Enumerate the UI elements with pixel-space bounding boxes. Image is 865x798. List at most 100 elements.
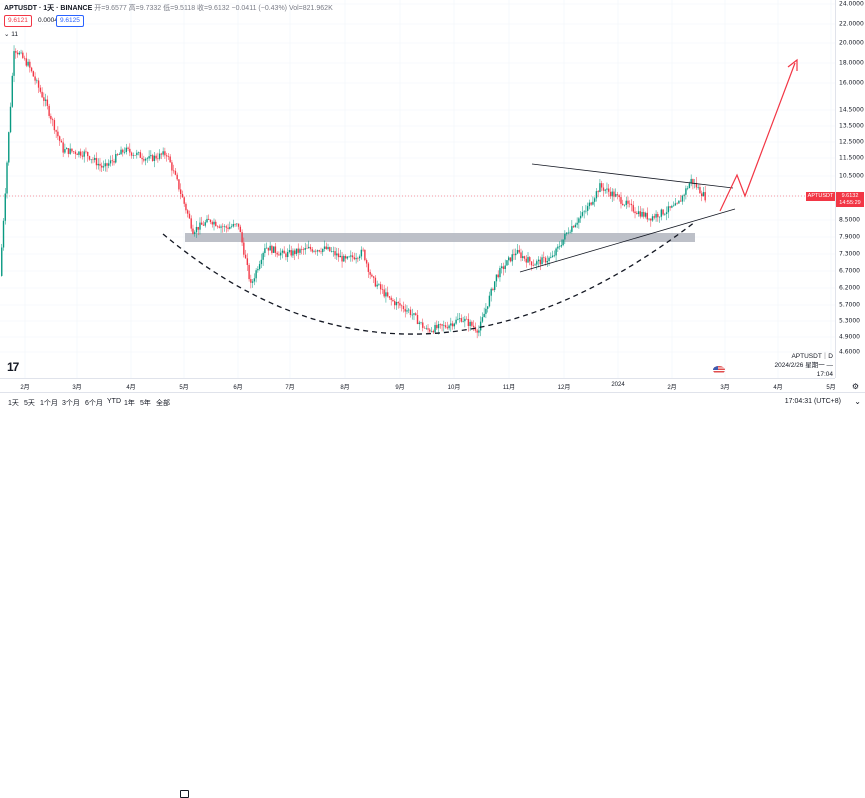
price-tick-label: 18.0000: [839, 59, 864, 67]
projection-arrow[interactable]: [719, 62, 796, 212]
candle-body: [179, 189, 182, 195]
symbol-title[interactable]: APTUSDT · 1天 · BINANCE: [4, 5, 93, 12]
candle-body: [132, 155, 135, 156]
range-button[interactable]: 1个月: [40, 400, 58, 407]
buy-price-button[interactable]: 9.6125: [56, 15, 84, 27]
candle-body: [188, 213, 191, 219]
candle-body: [343, 255, 345, 262]
candle-body: [695, 182, 698, 188]
candle-body: [36, 80, 38, 82]
candlestick-series: [1, 45, 706, 339]
us-flag-icon[interactable]: [713, 366, 725, 374]
range-button[interactable]: 5天: [24, 400, 35, 407]
candle-body: [523, 256, 526, 259]
time-tick-label: 5月: [826, 385, 836, 391]
candle-body: [323, 246, 326, 249]
sell-price-button[interactable]: 9.6121: [4, 15, 32, 27]
candle-body: [371, 274, 373, 277]
candle-body: [232, 224, 235, 227]
clock-readout[interactable]: 17:04:31 (UTC+8): [784, 398, 841, 405]
candle-body: [334, 251, 336, 256]
candle-body: [530, 261, 533, 266]
candle-body: [497, 274, 499, 278]
candle-body: [351, 255, 354, 258]
candle-body: [606, 188, 608, 190]
candle-body: [143, 159, 145, 161]
axis-countdown: 14:55:29: [839, 199, 861, 206]
calendar-icon[interactable]: [180, 790, 189, 798]
candle-body: [199, 222, 201, 230]
candle-body: [616, 194, 619, 196]
candle-body: [453, 323, 456, 327]
candle-body: [78, 151, 80, 155]
range-button[interactable]: 1天: [8, 400, 19, 407]
candle-body: [529, 257, 531, 262]
candle-body: [543, 257, 545, 258]
candle-body: [62, 142, 64, 153]
candle-body: [408, 309, 410, 311]
candle-body: [315, 250, 317, 252]
price-tick-label: 20.0000: [839, 39, 864, 47]
candle-body: [381, 289, 384, 290]
price-tick-label: 5.3000: [839, 317, 860, 325]
candle-body: [555, 248, 557, 256]
candle-body: [425, 328, 427, 329]
range-button[interactable]: 6个月: [85, 400, 103, 407]
gear-icon[interactable]: ⚙: [851, 382, 859, 391]
candle-body: [201, 222, 203, 225]
chart-area[interactable]: APTUSDT · 1天 · BINANCE 开=9.6577 高=9.7332…: [0, 0, 835, 378]
candle-body: [292, 250, 294, 256]
candle-body: [536, 261, 538, 265]
price-axis[interactable]: 24.0000 22.0000 20.0000 18.0000 16.0000 14.50…: [835, 0, 865, 378]
candle-body: [162, 151, 164, 155]
candle-body: [353, 257, 356, 260]
candle-body: [441, 324, 443, 326]
time-axis[interactable]: 2月 3月 4月 5月 6月 7月 8月 9月 10月 11月 12月 2024 2月 3月 4月 5月: [0, 378, 836, 393]
indicator-toggle[interactable]: ⌄ 11: [4, 31, 18, 38]
candle-body: [243, 242, 245, 255]
candle-body: [125, 147, 128, 152]
candle-body: [495, 274, 498, 282]
candle-body: [443, 325, 445, 326]
candle-body: [681, 195, 684, 202]
price-tick-label: 14.5000: [839, 106, 864, 114]
ohlc-readout: 开=9.6577 高=9.7332 低=9.5118 收=9.6132 −0.0…: [94, 5, 333, 12]
candle-body: [190, 218, 192, 229]
rounding-bottom-arc[interactable]: [162, 221, 696, 335]
candle-body: [427, 328, 429, 330]
time-tick-label: 6月: [233, 385, 243, 391]
candle-body: [23, 57, 26, 59]
price-chart[interactable]: [0, 0, 835, 378]
resistance-zone[interactable]: [185, 233, 695, 242]
price-tick-label: 5.7000: [839, 301, 860, 309]
range-button[interactable]: 5年: [140, 400, 151, 407]
candle-body: [2, 220, 5, 248]
candle-body: [437, 324, 440, 329]
lower-trendline[interactable]: [519, 208, 736, 273]
candle-body: [346, 256, 349, 259]
candle-body: [572, 226, 575, 228]
upper-trendline[interactable]: [531, 163, 734, 189]
candle-body: [539, 259, 541, 265]
candle-body: [332, 251, 334, 252]
candle-body: [206, 218, 208, 223]
timezone-chevron-icon[interactable]: ⌄: [854, 397, 861, 406]
range-button[interactable]: 3个月: [62, 400, 80, 407]
range-button[interactable]: 全部: [156, 400, 170, 407]
candle-body: [660, 209, 663, 217]
tradingview-logo-icon[interactable]: 17: [7, 360, 19, 374]
bottom-toolbar: 1天 5天 1个月 3个月 6个月 YTD 1年 5年 全部 17:04:31 (UTC+8) …: [0, 392, 865, 798]
candle-body: [648, 218, 650, 220]
range-button[interactable]: YTD: [107, 398, 121, 405]
candle-body: [322, 248, 324, 253]
candle-body: [64, 149, 66, 153]
candle-body: [599, 183, 601, 193]
candle-body: [248, 265, 250, 280]
candle-body: [341, 255, 343, 262]
candle-body: [169, 156, 171, 163]
candle-body: [304, 247, 306, 250]
candle-body: [406, 310, 408, 312]
candle-body: [274, 246, 277, 253]
time-tick-label: 3月: [72, 385, 82, 391]
range-button[interactable]: 1年: [124, 400, 135, 407]
